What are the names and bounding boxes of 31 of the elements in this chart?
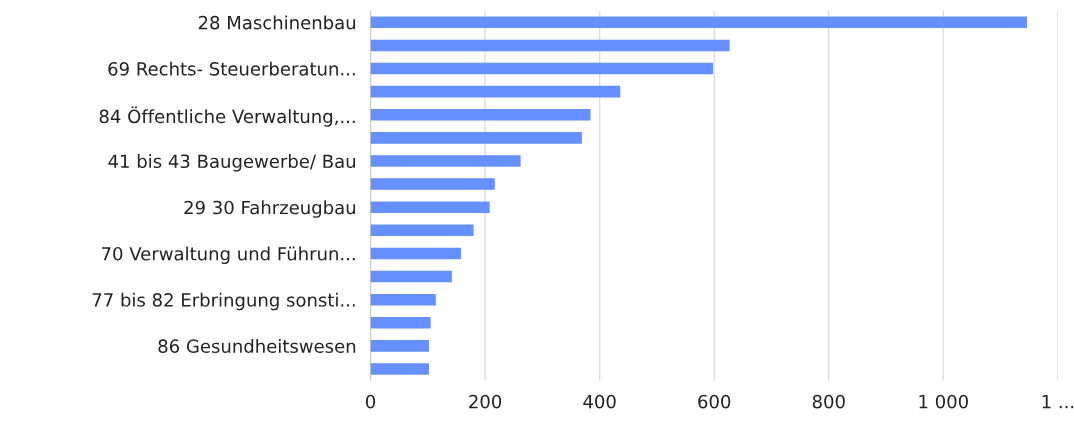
y-tick-label: 69 Rechts- Steuerberatun... (108, 61, 355, 76)
y-tick-label: 77 bis 82 Erbringung sonsti... (92, 292, 355, 311)
y-tick-label: 29 30 Fahrzeugbau (184, 200, 355, 218)
bar (370, 39, 730, 52)
bar (370, 293, 436, 306)
bar (370, 108, 591, 121)
y-tick-label: 86 Gesundheitswesen (158, 339, 356, 353)
bar (370, 247, 462, 260)
x-tick-label: 1 000 (919, 394, 968, 409)
x-tick-label: 800 (812, 394, 845, 409)
x-tick-label: 1 ... (1042, 394, 1074, 409)
y-tick-label: 70 Verwaltung und Führun... (102, 246, 355, 265)
bar (370, 155, 521, 167)
x-tick-label: 600 (698, 394, 731, 409)
bar (370, 316, 431, 329)
bar (370, 363, 429, 375)
bar (370, 132, 582, 144)
bar (370, 85, 621, 98)
bar (370, 340, 429, 352)
y-tick-label: 41 bis 43 Baugewerbe/ Bau (108, 154, 355, 172)
bar (370, 178, 495, 190)
bar (370, 224, 474, 237)
y-tick-label: 28 Maschinenbau (198, 15, 355, 30)
bar (370, 62, 714, 75)
y-tick-label: 84 Öffentliche Verwaltung,... (99, 106, 355, 127)
x-tick-label: 400 (583, 394, 616, 409)
bar (370, 16, 1027, 29)
bar (370, 270, 452, 283)
bar (370, 201, 490, 213)
x-tick-label: 0 (365, 394, 376, 409)
x-tick-label: 200 (469, 394, 502, 409)
